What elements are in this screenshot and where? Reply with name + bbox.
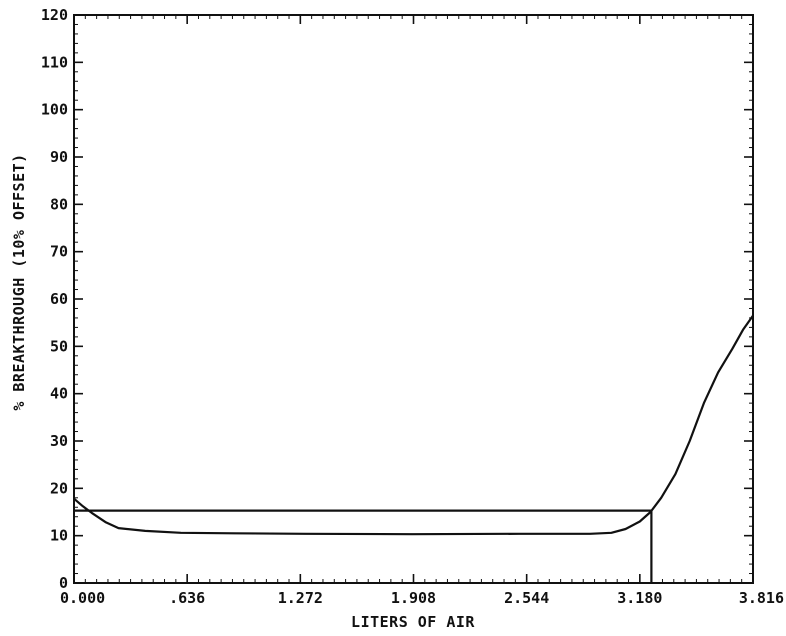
y-tick-label: 80: [50, 195, 68, 213]
y-axis-ticks: 0 10 20 30 40 50 60 70 80 90 100 110 120: [41, 6, 753, 592]
x-tick-label: 1.272: [278, 589, 323, 607]
y-tick-label: 50: [50, 337, 68, 355]
x-tick-label: .636: [169, 589, 205, 607]
y-tick-label: 30: [50, 432, 68, 450]
y-tick-label: 110: [41, 53, 68, 71]
y-tick-label: 100: [41, 101, 68, 119]
x-tick-label: 0.000: [60, 589, 105, 607]
x-tick-label: 1.908: [391, 589, 436, 607]
y-tick-label: 0: [59, 574, 68, 592]
y-tick-label: 70: [50, 243, 68, 261]
breakthrough-curve: [73, 314, 754, 536]
y-tick-label: 40: [50, 385, 68, 403]
offset-threshold-line: [74, 509, 653, 583]
y-tick-label: 90: [50, 148, 68, 166]
y-tick-label: 60: [50, 290, 68, 308]
x-axis-ticks: 0.000 .636 1.272 1.908 2.544 3.180 3.816: [60, 15, 784, 607]
x-tick-label: 2.544: [504, 589, 549, 607]
y-tick-label: 120: [41, 6, 68, 24]
y-tick-label: 20: [50, 479, 68, 497]
y-tick-label: 10: [50, 527, 68, 545]
x-tick-label: 3.180: [617, 589, 662, 607]
x-tick-label: 3.816: [739, 589, 784, 607]
y-axis-title: % BREAKTHROUGH (10% OFFSET): [10, 153, 28, 410]
x-axis-title: LITERS OF AIR: [351, 613, 475, 631]
plot-frame: [73, 14, 754, 584]
series-layer: [73, 314, 754, 583]
